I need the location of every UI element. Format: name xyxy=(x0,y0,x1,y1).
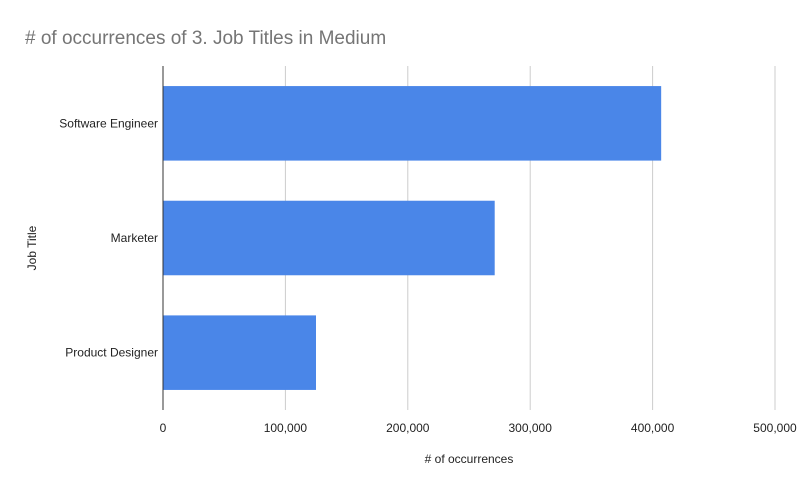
category-label: Product Designer xyxy=(65,346,158,360)
x-tick-label: 300,000 xyxy=(509,421,553,435)
x-tick-labels: 0 100,000 200,000 300,000 400,000 500,000 xyxy=(160,421,797,435)
x-tick-label: 0 xyxy=(160,421,167,435)
category-labels: Software Engineer Marketer Product Designe… xyxy=(59,116,158,359)
category-label: Software Engineer xyxy=(59,116,158,130)
category-label: Marketer xyxy=(111,231,158,245)
bar-product-designer xyxy=(163,315,316,390)
y-axis-title: Job Title xyxy=(25,225,39,270)
x-tick-label: 200,000 xyxy=(386,421,430,435)
bar-marketer xyxy=(163,200,495,276)
x-tick-label: 100,000 xyxy=(264,421,308,435)
chart-title: # of occurrences of 3. Job Titles in Med… xyxy=(25,28,386,49)
bar-software-engineer xyxy=(163,86,662,161)
x-axis-title: # of occurrences xyxy=(425,452,514,466)
x-tick-label: 500,000 xyxy=(753,421,797,435)
x-tick-label: 400,000 xyxy=(631,421,675,435)
bars xyxy=(163,86,662,390)
